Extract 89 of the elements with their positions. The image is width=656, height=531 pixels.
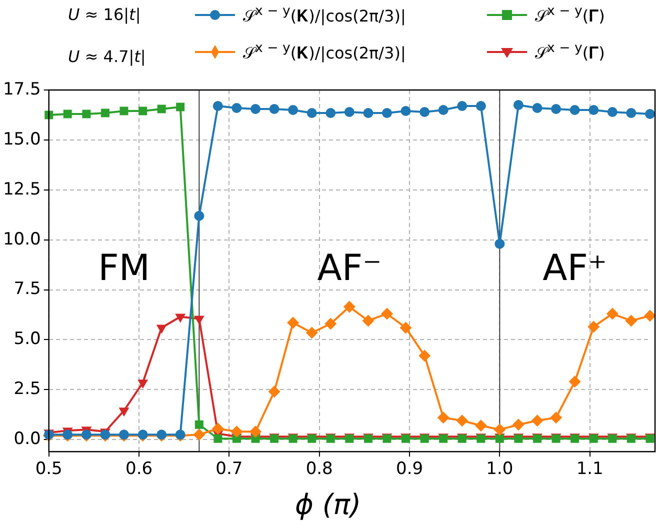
point: [343, 300, 356, 313]
point: [457, 100, 468, 111]
x-tick-label: 0.7: [216, 459, 243, 480]
point: [625, 314, 638, 327]
point: [118, 408, 130, 417]
point: [269, 104, 280, 114]
point: [456, 414, 468, 427]
point: [531, 414, 544, 427]
point: [175, 314, 186, 323]
point: [607, 106, 618, 117]
text: U ≈ 4.7|t|: [67, 47, 147, 66]
point: [250, 104, 261, 114]
annotation: FM: [98, 248, 150, 290]
point: [288, 104, 298, 115]
point: [156, 324, 167, 334]
y-tick-label: 0.0: [14, 429, 41, 450]
x-tick-label: 1.0: [486, 459, 514, 480]
point: [212, 100, 223, 111]
point: [250, 426, 262, 438]
y-tick-label: 15.0: [2, 129, 41, 150]
annotation: AF⁻: [317, 248, 382, 290]
point: [193, 428, 206, 441]
point: [382, 108, 392, 118]
point: [232, 102, 242, 113]
point: [120, 106, 128, 116]
point: [400, 322, 412, 334]
point: [82, 110, 91, 118]
legend-label: 𝒮$^{x − y}$(𝚪): [535, 41, 605, 62]
point: [344, 106, 354, 117]
point: [418, 350, 431, 362]
x-tick-label: 0.9: [396, 459, 424, 480]
point: [306, 108, 317, 118]
point: [306, 326, 318, 339]
y-tick-label: 10.0: [2, 229, 41, 250]
y-tick-label: 12.5: [2, 179, 41, 200]
point: [570, 104, 580, 115]
point: [176, 102, 185, 112]
point: [380, 308, 393, 320]
point: [138, 106, 148, 116]
point: [588, 320, 600, 333]
point: [324, 318, 337, 330]
point: [626, 108, 636, 118]
point: [400, 106, 411, 116]
y-tick-label: 7.5: [14, 279, 41, 300]
point: [212, 422, 224, 435]
x-tick-label: 1.1: [576, 459, 604, 480]
point: [532, 102, 542, 113]
point: [326, 108, 336, 118]
y-tick-label: 5.0: [14, 329, 41, 350]
point: [494, 238, 505, 249]
point: [420, 106, 430, 117]
point: [268, 386, 280, 398]
point: [438, 104, 448, 115]
point: [512, 418, 524, 431]
point: [362, 314, 374, 327]
annotation: AF⁺: [542, 248, 608, 290]
point: [230, 426, 243, 438]
point: [194, 210, 204, 221]
point: [287, 316, 300, 329]
point: [363, 108, 374, 118]
point: [494, 424, 506, 436]
point: [194, 420, 204, 429]
point: [214, 434, 222, 443]
point: [645, 108, 655, 119]
x-axis-title: ϕ (π): [294, 488, 362, 521]
legend-label: 𝒮$^{x − y}$(𝐊)/|cos(2π/3)|: [243, 4, 406, 26]
x-tick-label: 0.5: [35, 459, 62, 480]
point: [550, 412, 562, 424]
point: [63, 110, 72, 118]
point: [476, 100, 486, 111]
point: [644, 310, 656, 322]
point: [194, 316, 204, 325]
point: [138, 380, 148, 389]
y-tick-label: 2.5: [14, 379, 41, 400]
point: [551, 104, 562, 114]
point: [513, 100, 524, 110]
legend-label: 𝒮$^{x − y}$(𝚪): [535, 4, 605, 26]
point: [100, 108, 110, 118]
x-tick-label: 0.8: [306, 459, 333, 480]
point: [606, 308, 618, 320]
y-tick-label: 17.5: [2, 79, 41, 100]
x-tick-label: 0.6: [125, 459, 153, 480]
point: [437, 412, 450, 424]
point: [588, 104, 599, 115]
legend-label: 𝒮$^{x − y}$(𝐊)/|cos(2π/3)|: [243, 41, 406, 62]
text: U ≈ 16|t|: [67, 5, 142, 24]
point: [157, 104, 166, 114]
point: [474, 420, 487, 432]
point: [568, 376, 581, 388]
